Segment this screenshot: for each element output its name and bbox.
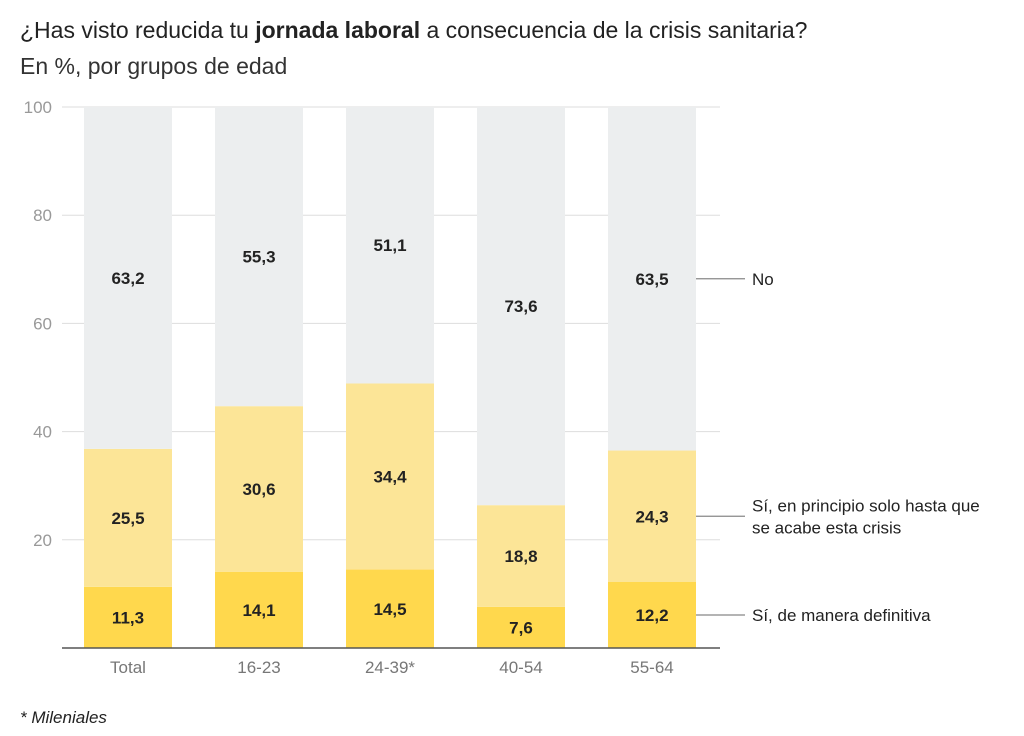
- data-label: 14,5: [373, 600, 406, 619]
- title-emphasis: jornada laboral: [255, 17, 421, 43]
- data-label: 11,3: [112, 608, 144, 627]
- bar-segment: [84, 107, 172, 449]
- stacked-bar-chart: 20 40 60 80 100 11,3 25,5 63,2 Total 14,1 30,6 55,3…: [24, 98, 980, 677]
- data-label: 73,6: [504, 297, 537, 316]
- legend-label: Sí, de manera definitiva: [752, 606, 931, 625]
- x-tick-label: Total: [110, 658, 146, 677]
- data-label: 55,3: [242, 248, 275, 267]
- y-tick-label: 60: [33, 314, 52, 333]
- bar-segment: [84, 448, 172, 587]
- bar-segment: [477, 606, 565, 648]
- bar-segment: [346, 383, 434, 570]
- x-tick-label: 24-39*: [365, 658, 415, 677]
- bar-segment: [346, 569, 434, 648]
- data-label: 14,1: [242, 601, 275, 620]
- data-label: 30,6: [242, 480, 275, 499]
- legend-label: No: [752, 270, 774, 289]
- x-tick-label: 40-54: [499, 658, 542, 677]
- title-end: a consecuencia de la crisis sanitaria?: [420, 17, 808, 43]
- bar-segment: [215, 107, 303, 407]
- bar-segment: [346, 107, 434, 384]
- bar-segment: [215, 406, 303, 572]
- legend-label: se acabe esta crisis: [752, 518, 901, 537]
- footnote: * Mileniales: [20, 708, 107, 727]
- title-start: ¿Has visto reducida tu: [20, 17, 256, 43]
- bar-segment: [608, 450, 696, 582]
- bar-segment: [608, 581, 696, 648]
- bar-segment: [477, 505, 565, 607]
- data-label: 63,2: [111, 269, 144, 288]
- data-label: 63,5: [635, 270, 668, 289]
- bar-segment: [608, 107, 696, 451]
- y-tick-label: 20: [33, 531, 52, 550]
- data-label: 34,4: [373, 468, 407, 487]
- chart-title: ¿Has visto reducida tu jornada laboral a…: [20, 14, 807, 46]
- data-label: 25,5: [111, 509, 144, 528]
- y-tick-label: 80: [33, 206, 52, 225]
- y-tick-label: 100: [24, 98, 52, 117]
- bar-segment: [84, 586, 172, 648]
- data-label: 12,2: [635, 606, 668, 625]
- x-tick-label: 55-64: [630, 658, 673, 677]
- data-label: 51,1: [373, 236, 406, 255]
- data-label: 24,3: [635, 507, 668, 526]
- data-label: 7,6: [509, 618, 533, 637]
- bar-segment: [477, 107, 565, 506]
- data-label: 18,8: [504, 547, 537, 566]
- bar-segment: [215, 571, 303, 648]
- chart-subtitle: En %, por grupos de edad: [20, 53, 288, 79]
- x-tick-label: 16-23: [237, 658, 280, 677]
- legend-label: Sí, en principio solo hasta que: [752, 496, 980, 515]
- y-tick-label: 40: [33, 423, 52, 442]
